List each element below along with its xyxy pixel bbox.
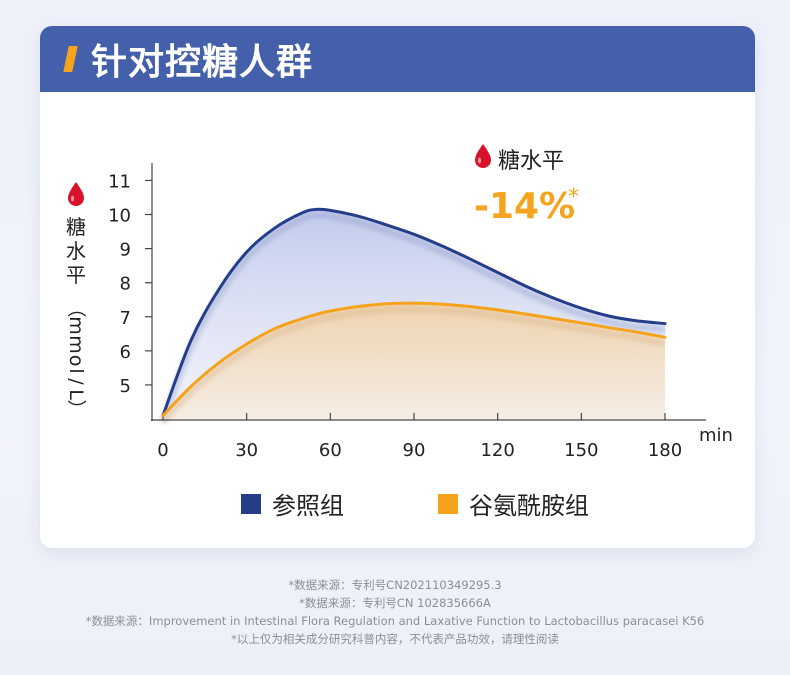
y-axis-label-char-1: 水 [66, 239, 86, 263]
x-tick-label-180: 180 [648, 440, 682, 461]
legend-label-glutamine: 谷氨酰胺组 [469, 492, 589, 520]
callout-label: 糖水平 [498, 149, 564, 174]
y-tick-label-7: 7 [120, 308, 131, 329]
x-tick-label-0: 0 [157, 440, 168, 461]
page-title: 针对控糖人群 [91, 42, 314, 83]
callout-drop-icon [475, 144, 491, 168]
footnote-3: *数据来源：Improvement in Intestinal Flora Re… [85, 614, 705, 628]
y-axis-label-char-8: / [65, 378, 87, 385]
y-axis-label-char-0: 糖 [66, 215, 86, 239]
callout-asterisk: * [568, 185, 579, 210]
y-tick-label-10: 10 [108, 206, 131, 227]
x-axis-title: min [699, 425, 733, 446]
y-axis-label-char-9: L [65, 389, 87, 400]
x-tick-label-60: 60 [319, 440, 342, 461]
y-tick-label-5: 5 [120, 376, 131, 397]
x-tick-label-150: 150 [564, 440, 598, 461]
y-tick-label-11: 11 [108, 171, 131, 192]
y-tick-label-9: 9 [120, 240, 131, 261]
callout: 糖水平 -14% * [474, 144, 579, 227]
legend-label-reference: 参照组 [272, 492, 344, 520]
card-header: 针对控糖人群 [40, 26, 755, 92]
y-axis-label-char-4: m [65, 316, 87, 335]
y-axis-label-char-5: m [65, 335, 87, 354]
y-axis-label-char-6: o [65, 355, 87, 367]
x-tick-label-90: 90 [403, 440, 426, 461]
chart-card: 针对控糖人群 [40, 26, 755, 548]
footnote-1: *数据来源：专利号CN202110349295.3 [288, 578, 502, 592]
y-axis-label-char-3: （ [65, 298, 87, 317]
legend-swatch-reference [241, 494, 261, 514]
legend-swatch-glutamine [438, 494, 458, 514]
reference-line-shadow [160, 212, 666, 423]
glutamine-line [161, 301, 667, 418]
footnote-2: *数据来源：专利号CN 102835666A [299, 596, 491, 610]
callout-value: -14% [474, 186, 575, 227]
blood-drop-icon [68, 182, 84, 206]
y-axis-label-char-10: ） [65, 399, 87, 418]
reference-line [161, 207, 667, 418]
y-tick-label-8: 8 [120, 274, 131, 295]
y-axis-label-char-7: l [65, 368, 87, 373]
x-tick-label-120: 120 [480, 440, 514, 461]
y-tick-label-6: 6 [120, 342, 131, 363]
legend: 参照组 谷氨酰胺组 [0, 486, 790, 522]
x-tick-label-30: 30 [235, 440, 258, 461]
callout-drop-highlight [477, 157, 482, 164]
y-axis-label-char-2: 平 [66, 263, 86, 287]
footnote-4: *以上仅为相关成分研究科普内容，不代表产品功效，请理性阅读 [231, 632, 559, 646]
footnotes: *数据来源：专利号CN202110349295.3 *数据来源：专利号CN 10… [0, 576, 790, 648]
glutamine-line-shadow [160, 306, 666, 424]
glucose-line-chart: 5 6 7 8 9 10 11 0 30 60 90 120 150 180 min [108, 163, 733, 461]
blood-drop-highlight [70, 195, 75, 202]
